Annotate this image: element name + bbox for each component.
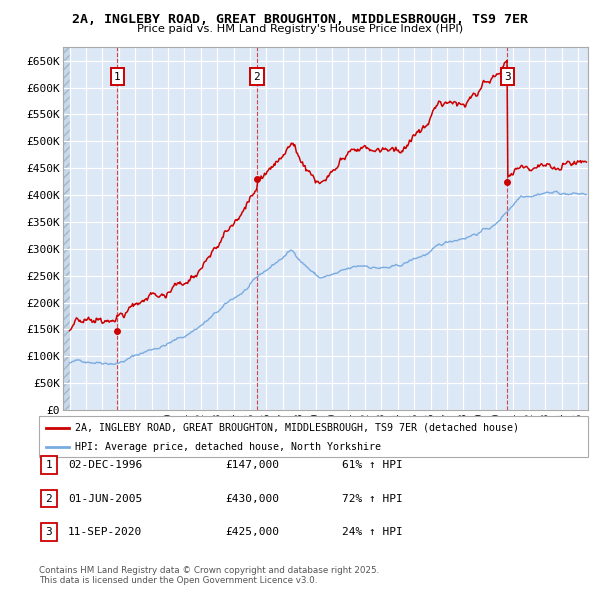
Text: £147,000: £147,000 xyxy=(225,460,279,470)
Text: 1: 1 xyxy=(114,72,121,82)
Text: 11-SEP-2020: 11-SEP-2020 xyxy=(68,527,142,537)
Text: 61% ↑ HPI: 61% ↑ HPI xyxy=(342,460,403,470)
Text: 3: 3 xyxy=(46,527,52,537)
Text: 2A, INGLEBY ROAD, GREAT BROUGHTON, MIDDLESBROUGH, TS9 7ER (detached house): 2A, INGLEBY ROAD, GREAT BROUGHTON, MIDDL… xyxy=(74,422,518,432)
Text: Price paid vs. HM Land Registry's House Price Index (HPI): Price paid vs. HM Land Registry's House … xyxy=(137,24,463,34)
Text: 3: 3 xyxy=(504,72,511,82)
Text: £430,000: £430,000 xyxy=(225,494,279,503)
Text: 2: 2 xyxy=(46,494,52,503)
Text: 02-DEC-1996: 02-DEC-1996 xyxy=(68,460,142,470)
Text: 2: 2 xyxy=(254,72,260,82)
Text: HPI: Average price, detached house, North Yorkshire: HPI: Average price, detached house, Nort… xyxy=(74,442,380,452)
Bar xyxy=(41,490,57,507)
Bar xyxy=(63,47,70,410)
Text: £425,000: £425,000 xyxy=(225,527,279,537)
Text: 72% ↑ HPI: 72% ↑ HPI xyxy=(342,494,403,503)
Text: 2A, INGLEBY ROAD, GREAT BROUGHTON, MIDDLESBROUGH, TS9 7ER: 2A, INGLEBY ROAD, GREAT BROUGHTON, MIDDL… xyxy=(72,13,528,26)
Text: 24% ↑ HPI: 24% ↑ HPI xyxy=(342,527,403,537)
Bar xyxy=(41,523,57,541)
Text: 01-JUN-2005: 01-JUN-2005 xyxy=(68,494,142,503)
Text: 1: 1 xyxy=(46,460,52,470)
Text: Contains HM Land Registry data © Crown copyright and database right 2025.
This d: Contains HM Land Registry data © Crown c… xyxy=(39,566,379,585)
Bar xyxy=(41,456,57,474)
